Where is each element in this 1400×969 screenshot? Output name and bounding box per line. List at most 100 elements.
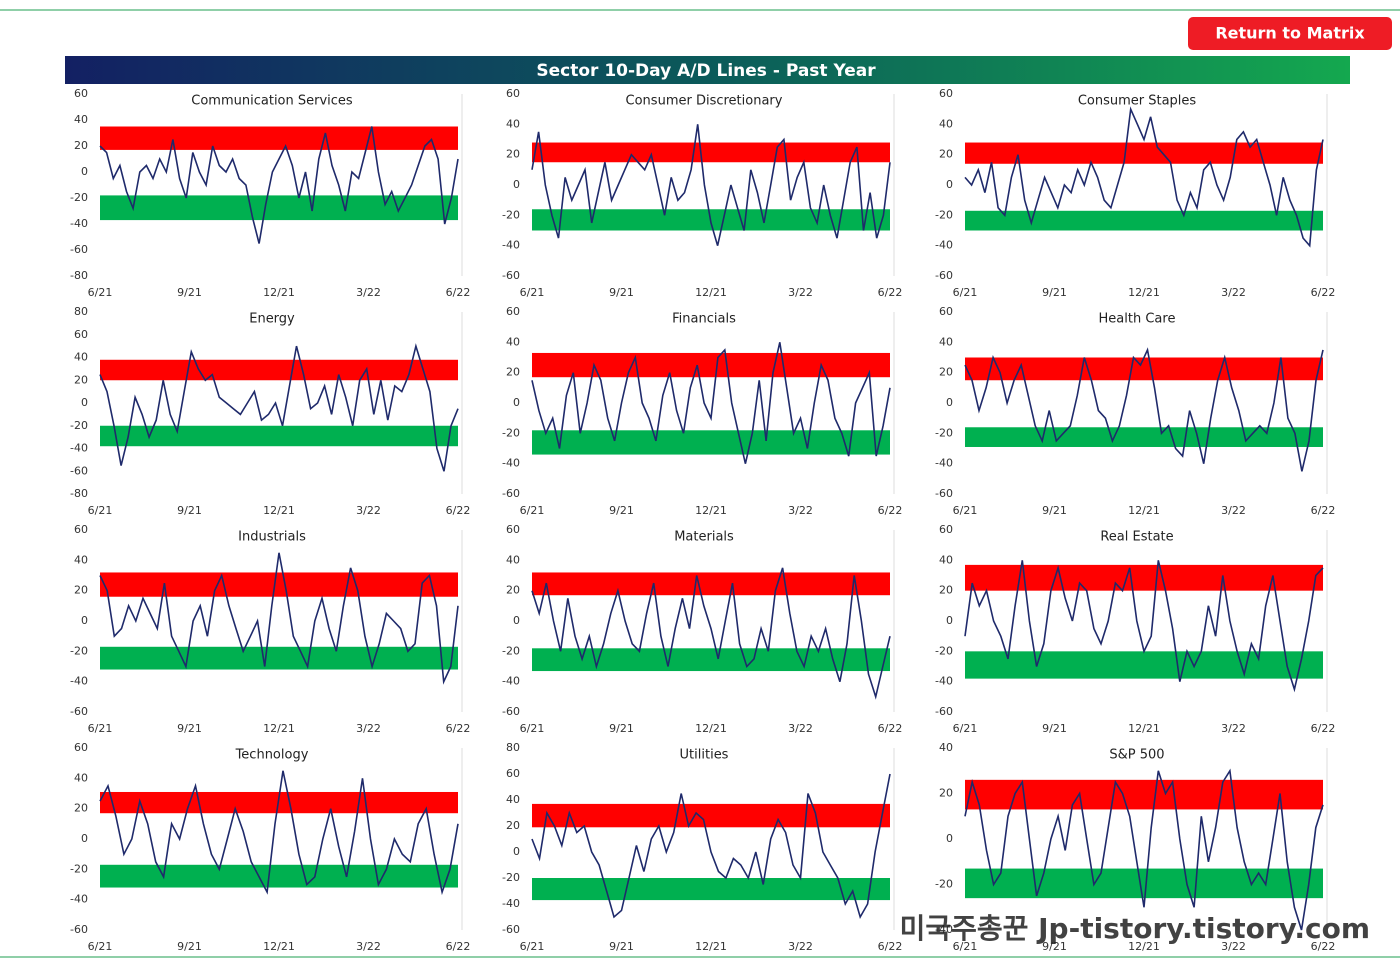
- x-tick-label: 6/21: [88, 504, 113, 517]
- x-tick-label: 9/21: [609, 722, 634, 735]
- x-tick-label: 6/22: [878, 286, 903, 299]
- y-tick-label: 0: [513, 614, 520, 627]
- y-tick-label: 60: [74, 523, 88, 536]
- zone-band: [965, 868, 1323, 899]
- y-tick-label: 40: [939, 741, 953, 754]
- y-tick-label: 0: [513, 178, 520, 191]
- y-tick-label: 60: [939, 87, 953, 100]
- y-tick-label: 20: [939, 366, 953, 379]
- x-tick-label: 12/21: [263, 504, 295, 517]
- zone-band: [100, 126, 458, 150]
- zone-band: [532, 878, 890, 901]
- x-tick-label: 3/22: [356, 940, 381, 953]
- y-tick-label: 20: [74, 584, 88, 597]
- x-tick-label: 6/22: [1311, 286, 1336, 299]
- y-tick-label: 60: [506, 523, 520, 536]
- x-tick-label: 3/22: [1221, 940, 1246, 953]
- x-tick-label: 12/21: [1128, 722, 1160, 735]
- x-tick-label: 3/22: [1221, 286, 1246, 299]
- x-tick-label: 12/21: [695, 940, 727, 953]
- y-tick-label: 40: [506, 117, 520, 130]
- x-tick-label: 9/21: [609, 504, 634, 517]
- y-tick-label: -40: [502, 457, 520, 470]
- x-tick-label: 6/22: [878, 940, 903, 953]
- y-tick-label: 0: [946, 614, 953, 627]
- x-tick-label: 6/21: [520, 940, 545, 953]
- y-tick-label: -40: [502, 675, 520, 688]
- x-tick-label: 9/21: [609, 286, 634, 299]
- x-tick-label: 3/22: [788, 504, 813, 517]
- zone-band: [532, 648, 890, 672]
- y-tick-label: 20: [74, 139, 88, 152]
- x-tick-label: 9/21: [177, 722, 202, 735]
- x-tick-label: 12/21: [695, 504, 727, 517]
- zone-band: [965, 427, 1323, 447]
- y-tick-label: -60: [70, 464, 88, 477]
- y-tick-label: -60: [70, 243, 88, 256]
- x-tick-label: 6/22: [446, 286, 471, 299]
- x-tick-label: 6/22: [878, 504, 903, 517]
- watermark: 미국주총꾼 Jp-tistory.tistory.com: [900, 912, 1370, 945]
- x-tick-label: 3/22: [356, 722, 381, 735]
- y-tick-label: 0: [946, 832, 953, 845]
- x-tick-label: 3/22: [356, 504, 381, 517]
- chart-title: Financials: [672, 312, 736, 327]
- y-tick-label: -20: [935, 878, 953, 891]
- y-tick-label: -40: [502, 897, 520, 910]
- x-tick-label: 9/21: [609, 940, 634, 953]
- y-tick-label: 0: [513, 845, 520, 858]
- y-tick-label: 0: [513, 396, 520, 409]
- y-tick-label: 20: [506, 366, 520, 379]
- zone-band: [532, 352, 890, 378]
- x-tick-label: 6/22: [1311, 504, 1336, 517]
- x-tick-label: 6/21: [520, 286, 545, 299]
- x-tick-label: 3/22: [1221, 722, 1246, 735]
- sector-chart: S&P 500 40 20 0 -20 -406/21 9/21 12/21 3/22 6/22: [935, 741, 1335, 953]
- sector-chart: Real Estate 60 40 20 0 -20 -40 -606/21 9/21 12/21…: [935, 523, 1335, 735]
- y-tick-label: 60: [506, 87, 520, 100]
- y-tick-label: -60: [935, 487, 953, 500]
- y-tick-label: -60: [502, 487, 520, 500]
- chart-title: S&P 500: [1109, 748, 1164, 763]
- y-tick-label: -20: [935, 644, 953, 657]
- y-tick-label: -80: [70, 487, 88, 500]
- chart-title: Communication Services: [191, 94, 353, 109]
- y-tick-label: -40: [935, 923, 953, 936]
- chart-title: Industrials: [238, 530, 306, 545]
- x-tick-label: 12/21: [695, 722, 727, 735]
- y-tick-label: 40: [74, 771, 88, 784]
- y-tick-label: 0: [946, 178, 953, 191]
- ad-line: [531, 773, 891, 920]
- header-bar: [65, 56, 1350, 84]
- y-tick-label: 0: [81, 396, 88, 409]
- x-tick-label: 12/21: [1128, 504, 1160, 517]
- y-tick-label: -40: [70, 442, 88, 455]
- y-tick-label: -60: [502, 269, 520, 282]
- y-tick-label: -60: [935, 269, 953, 282]
- x-tick-label: 3/22: [1221, 504, 1246, 517]
- y-tick-label: 0: [81, 614, 88, 627]
- sector-chart: Communication Services 60 40 20 0 -20 -40 -60 -8…: [70, 87, 470, 299]
- x-tick-label: 3/22: [788, 940, 813, 953]
- ad-line: [99, 126, 459, 244]
- sector-chart: Industrials 60 40 20 0 -20 -40 -606/21 9/21 12/21…: [70, 523, 470, 735]
- zone-band: [532, 803, 890, 828]
- zone-band: [100, 425, 458, 447]
- sector-chart: Consumer Staples 60 40 20 0 -20 -40 -606/21 9/21…: [935, 87, 1335, 299]
- button-label[interactable]: Return to Matrix: [1215, 24, 1365, 43]
- x-tick-label: 12/21: [263, 286, 295, 299]
- y-tick-label: -60: [70, 705, 88, 718]
- chart-title: Technology: [235, 748, 309, 763]
- y-tick-label: 20: [74, 802, 88, 815]
- zone-band: [532, 430, 890, 455]
- y-tick-label: 20: [506, 819, 520, 832]
- x-tick-label: 6/21: [520, 722, 545, 735]
- button-bg[interactable]: [1188, 17, 1392, 50]
- x-tick-label: 3/22: [788, 722, 813, 735]
- header-title: Sector 10-Day A/D Lines - Past Year: [536, 61, 876, 81]
- x-tick-label: 6/21: [953, 722, 978, 735]
- chart-title: Materials: [674, 530, 734, 545]
- chart-title: Health Care: [1099, 312, 1176, 327]
- return-button[interactable]: Return to Matrix: [1188, 17, 1392, 50]
